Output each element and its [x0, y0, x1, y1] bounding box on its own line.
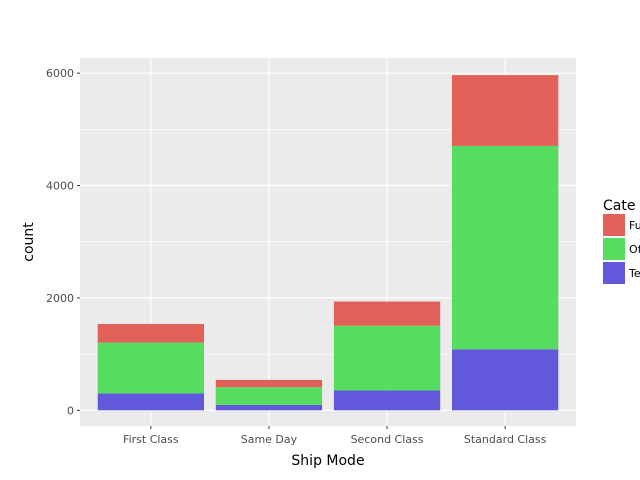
- bar-fu-second-class: [333, 301, 441, 326]
- legend-label: Of: [629, 243, 640, 256]
- bar-te-standard-class: [452, 349, 559, 411]
- y-tick-label: 0: [67, 404, 74, 417]
- bar-of-standard-class: [452, 145, 559, 350]
- bar-te-second-class: [333, 390, 441, 411]
- x-tick-label: Second Class: [351, 433, 424, 446]
- bar-fu-same-day: [215, 379, 323, 388]
- x-tick-label: First Class: [123, 433, 179, 446]
- bar-te-same-day: [215, 404, 323, 411]
- legend-key-of: [603, 238, 625, 260]
- bar-fu-standard-class: [452, 75, 559, 146]
- bar-of-first-class: [97, 342, 204, 394]
- y-tick-label: 6000: [46, 67, 74, 80]
- legend-label: Te: [628, 267, 640, 280]
- legend-title: Cate: [603, 198, 635, 214]
- legend: Cate Fu Of Te: [603, 198, 640, 284]
- bar-of-same-day: [215, 387, 323, 405]
- bars: [97, 75, 559, 411]
- y-axis-title: count: [21, 222, 37, 262]
- x-axis-title: Ship Mode: [291, 453, 364, 469]
- legend-label: Fu: [629, 219, 640, 232]
- bar-te-first-class: [97, 393, 204, 411]
- y-tick-label: 2000: [46, 292, 74, 305]
- x-tick-label: Standard Class: [464, 433, 547, 446]
- legend-key-te: [603, 262, 625, 284]
- bar-fu-first-class: [97, 324, 204, 343]
- legend-key-fu: [603, 214, 625, 236]
- bar-of-second-class: [333, 325, 441, 391]
- y-tick-label: 4000: [46, 180, 74, 193]
- axis-ticks: 0 2000 4000 6000 First Class Same Day Second C…: [46, 67, 547, 446]
- x-tick-label: Same Day: [241, 433, 298, 446]
